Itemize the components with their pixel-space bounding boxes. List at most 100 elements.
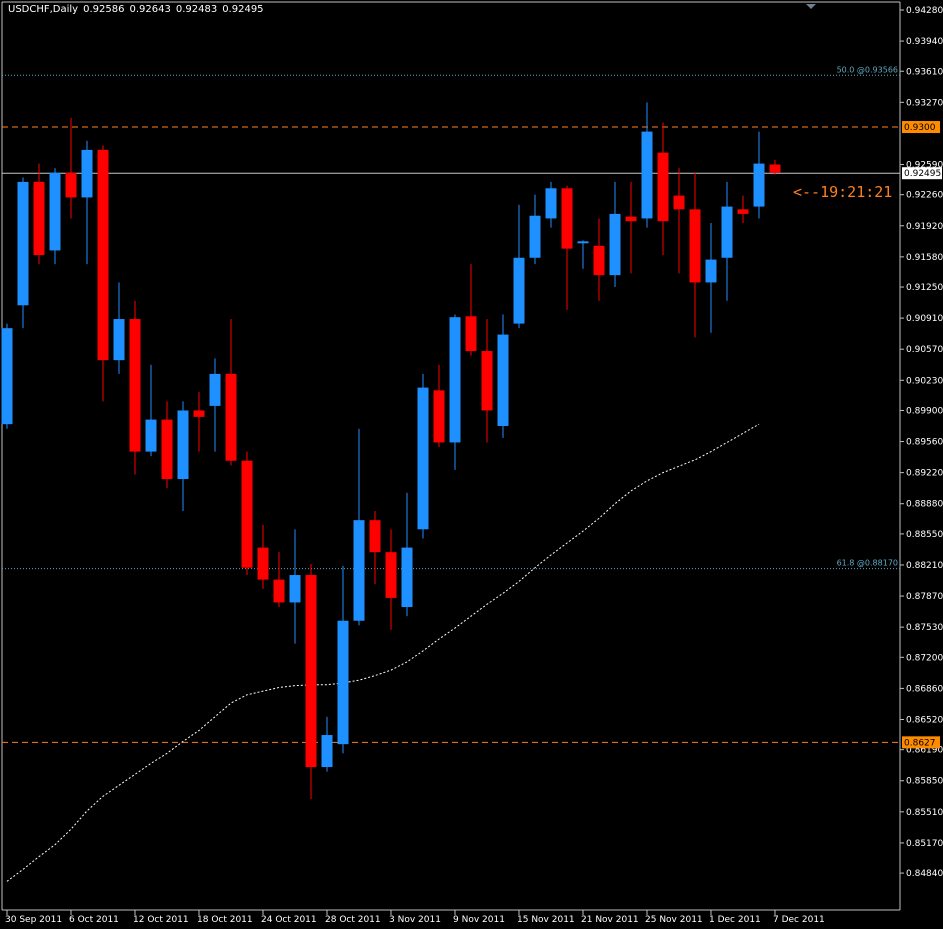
current-price-label: 0.92495: [904, 169, 941, 179]
y-tick-label: 0.87530: [906, 623, 943, 633]
ohlc-high: 0.92643: [129, 4, 171, 15]
candle-body-bull[interactable]: [17, 181, 29, 306]
candle-body-bull[interactable]: [449, 317, 461, 443]
current-price-label-bg: [902, 167, 942, 180]
candle-body-bear[interactable]: [65, 172, 77, 198]
y-tick-label: 0.86520: [906, 715, 943, 725]
candle-body-bull[interactable]: [705, 259, 717, 283]
price-line-label-bg: [902, 736, 940, 749]
candle-body-bear[interactable]: [561, 188, 573, 249]
x-tick-label: 30 Sep 2011: [5, 915, 62, 925]
x-tick-label: 6 Oct 2011: [69, 915, 119, 925]
x-tick-label: 24 Oct 2011: [261, 915, 317, 925]
y-tick-label: 0.85510: [906, 808, 943, 818]
candle-body-bear[interactable]: [737, 209, 749, 214]
candle-body-bull[interactable]: [209, 373, 221, 406]
y-tick-label: 0.85850: [906, 777, 943, 787]
candle-body-bear[interactable]: [161, 419, 173, 480]
candle-body-bear[interactable]: [33, 181, 45, 256]
candle-body-bear[interactable]: [673, 195, 685, 210]
candle-body-bear[interactable]: [657, 152, 669, 222]
ohlc-open: 0.92586: [83, 4, 125, 15]
candle-body-bull[interactable]: [417, 387, 429, 530]
candle-body-bull[interactable]: [321, 735, 333, 768]
y-tick-label: 0.88880: [906, 500, 943, 510]
candle-body-bull[interactable]: [721, 206, 733, 258]
candle-body-bear[interactable]: [689, 209, 701, 283]
candle-body-bear[interactable]: [465, 316, 477, 352]
price-line-label-bg: [902, 121, 940, 134]
candle-body-bull[interactable]: [353, 520, 365, 621]
candle-body-bear[interactable]: [625, 216, 637, 222]
y-tick-label: 0.89220: [906, 469, 943, 479]
candle-body-bull[interactable]: [1, 328, 13, 425]
candle-body-bull[interactable]: [113, 319, 125, 361]
y-tick-label: 0.87870: [906, 592, 943, 602]
candle-body-bull[interactable]: [337, 620, 349, 745]
candle-body-bull[interactable]: [577, 241, 589, 244]
candle-body-bear[interactable]: [305, 575, 317, 768]
candle-body-bear[interactable]: [193, 410, 205, 417]
candle-body-bull[interactable]: [753, 163, 765, 207]
y-tick-label: 0.86190: [906, 746, 943, 756]
candle-body-bull[interactable]: [545, 188, 557, 219]
candle-body-bull[interactable]: [401, 547, 413, 608]
candle-body-bull[interactable]: [609, 213, 621, 276]
candle-body-bull[interactable]: [497, 334, 509, 426]
candle-body-bull[interactable]: [289, 575, 301, 603]
candle-body-bear[interactable]: [225, 373, 237, 461]
x-tick-label: 28 Oct 2011: [325, 915, 381, 925]
candle-body-bear[interactable]: [433, 390, 445, 443]
candle-body-bear[interactable]: [241, 460, 253, 568]
y-tick-label: 0.90230: [906, 376, 943, 386]
y-tick-label: 0.90910: [906, 314, 943, 324]
candle-body-bear[interactable]: [257, 547, 269, 580]
y-tick-label: 0.92260: [906, 191, 943, 201]
candle-body-bear[interactable]: [385, 552, 397, 598]
price-line-label: 0.9300: [904, 123, 936, 133]
candle-body-bull[interactable]: [49, 172, 61, 251]
y-tick-label: 0.86860: [906, 684, 943, 694]
x-tick-label: 9 Nov 2011: [453, 915, 505, 925]
y-tick-label: 0.91250: [906, 283, 943, 293]
candle-body-bear[interactable]: [593, 245, 605, 276]
candle-body-bear[interactable]: [273, 579, 285, 603]
y-tick-label: 0.89560: [906, 438, 943, 448]
fibo-level-label: 61.8 @0.88170: [837, 559, 898, 568]
y-tick-label: 0.93270: [906, 98, 943, 108]
candle-body-bear[interactable]: [369, 520, 381, 553]
candle-body-bear[interactable]: [481, 351, 493, 411]
candle-body-bear[interactable]: [129, 319, 141, 452]
y-tick-label: 0.90570: [906, 345, 943, 355]
x-tick-label: 7 Dec 2011: [773, 915, 825, 925]
price-line-label: 0.8627: [904, 738, 936, 748]
candle-body-bull[interactable]: [177, 410, 189, 480]
candle-body-bear[interactable]: [97, 149, 109, 361]
y-tick-label: 0.93610: [906, 67, 943, 77]
chart-shift-marker[interactable]: [806, 4, 816, 9]
y-tick-label: 0.84840: [906, 869, 943, 879]
candle-body-bull[interactable]: [529, 215, 541, 258]
moving-average-line: [6, 423, 760, 882]
y-tick-label: 0.87200: [906, 653, 943, 663]
y-tick-label: 0.93940: [906, 37, 943, 47]
y-tick-label: 0.88550: [906, 530, 943, 540]
y-tick-label: 0.85170: [906, 839, 943, 849]
fibo-level-label: 50.0 @0.93566: [837, 65, 898, 74]
candle-body-bull[interactable]: [81, 149, 93, 198]
y-tick-label: 0.91920: [906, 222, 943, 232]
y-tick-label: 0.94280: [906, 6, 943, 16]
x-tick-label: 1 Dec 2011: [709, 915, 761, 925]
candle-body-bull[interactable]: [145, 419, 157, 452]
x-tick-label: 15 Nov 2011: [517, 915, 575, 925]
candle-body-bull[interactable]: [641, 131, 653, 219]
y-tick-label: 0.92590: [906, 161, 943, 171]
x-tick-label: 25 Nov 2011: [645, 915, 703, 925]
candle-body-bull[interactable]: [513, 257, 525, 324]
ohlc-low: 0.92483: [175, 4, 218, 15]
candle-body-bear[interactable]: [769, 164, 781, 173]
x-tick-label: 21 Nov 2011: [581, 915, 639, 925]
ohlc-close: 0.92495: [222, 4, 264, 15]
